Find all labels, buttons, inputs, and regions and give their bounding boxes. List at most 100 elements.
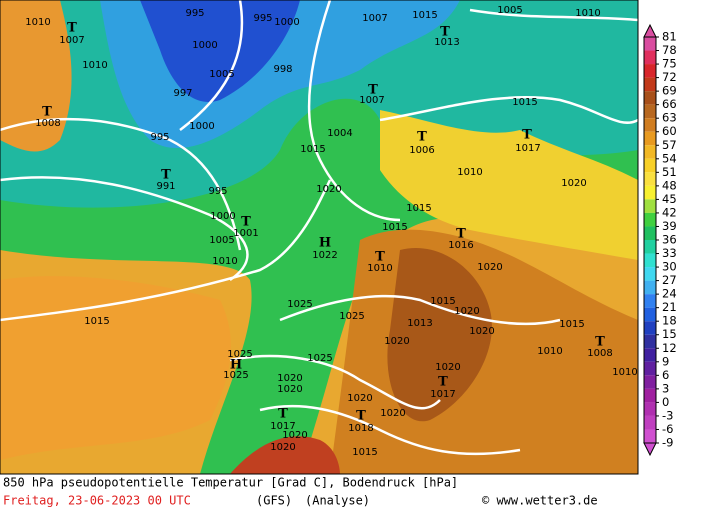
isobar-label: 1015 [559, 319, 584, 330]
colorbar-segment [644, 253, 656, 268]
isobar-label: 1005 [209, 69, 234, 80]
isobar-label: 1017 [430, 389, 455, 400]
colorbar-tick-label: 48 [662, 178, 677, 192]
colorbar-segment [644, 240, 656, 254]
isobar-label: 1013 [407, 318, 432, 329]
pressure-center: T [595, 335, 605, 350]
colorbar-segment [644, 158, 656, 173]
colorbar-tick-label: -3 [662, 408, 673, 422]
isobar-label: 1007 [359, 95, 384, 106]
isobar-label: 1000 [192, 40, 217, 51]
isobar-label: 1000 [274, 17, 299, 28]
footer-model: (GFS) [256, 494, 292, 508]
isobar-label: 1007 [362, 13, 387, 24]
footer-run: (Analyse) [305, 494, 370, 508]
pressure-center: H [230, 358, 242, 373]
isobar-label: 1006 [409, 145, 434, 156]
colorbar-segment [644, 131, 656, 146]
colorbar-segment [644, 37, 656, 51]
colorbar-segment [644, 307, 656, 322]
isobar-label: 1020 [469, 326, 494, 337]
colorbar-tick-label: 15 [662, 327, 677, 341]
pressure-center: T [440, 25, 450, 40]
colorbar-tick-label: 69 [662, 84, 677, 98]
isobar-label: 1020 [270, 442, 295, 453]
colorbar-segment [644, 402, 656, 416]
colorbar-segment [644, 321, 656, 335]
pressure-center: T [278, 407, 288, 422]
colorbar-segment [644, 212, 656, 227]
colorbar-arrow-top [643, 23, 657, 38]
colorbar-tick-label: 0 [662, 395, 669, 409]
colorbar-tick-label: 60 [662, 124, 677, 138]
footer-credit: © www.wetter3.de [482, 494, 598, 508]
isobar-label: 1010 [575, 8, 600, 19]
colorbar-tick-label: 81 [662, 30, 677, 44]
isobar-label: 997 [173, 88, 192, 99]
colorbar-segment [644, 267, 656, 281]
colorbar-segment [644, 91, 656, 105]
isobar-label: 1020 [316, 184, 341, 195]
colorbar-segment [644, 334, 656, 349]
isobar-label: 1015 [412, 10, 437, 21]
isobar-label: 1010 [82, 60, 107, 71]
pressure-center: T [161, 168, 171, 183]
colorbar-segment [644, 361, 656, 376]
isobar-label: 1000 [189, 121, 214, 132]
pressure-center: T [438, 375, 448, 390]
colorbar-segment [644, 388, 656, 403]
isobar-label: 1008 [587, 348, 612, 359]
isobar-label: 1015 [430, 296, 455, 307]
colorbar-tick-label: 72 [662, 70, 677, 84]
isobar-label: 1025 [227, 349, 252, 360]
pressure-center: T [42, 105, 52, 120]
colorbar-segment [644, 348, 656, 362]
isobar-label: 1020 [380, 408, 405, 419]
colorbar-segment [644, 226, 656, 240]
colorbar-segment [644, 172, 656, 186]
colorbar-tick-label: 78 [662, 43, 677, 57]
isobar-label: 1017 [270, 421, 295, 432]
isobar-label: 1004 [327, 128, 352, 139]
colorbar-tick-label: 51 [662, 165, 677, 179]
colorbar-tick-label: 21 [662, 300, 677, 314]
isobar-label: 1010 [367, 263, 392, 274]
colorbar-tick-label: 3 [662, 381, 669, 395]
isobar-label: 1010 [457, 167, 482, 178]
pressure-center: T [241, 215, 251, 230]
isobar-label: 1008 [35, 118, 60, 129]
colorbar-tick-label: 30 [662, 260, 677, 274]
colorbar-segment [644, 199, 656, 213]
colorbar-segment [644, 145, 656, 159]
colorbar-tick-label: 36 [662, 233, 677, 247]
isobar-label: 1010 [612, 367, 637, 378]
colorbar-tick-label: 45 [662, 192, 677, 206]
isobar-label: 1020 [277, 373, 302, 384]
isobar-label: 1007 [59, 35, 84, 46]
isobar-label: 1016 [448, 240, 473, 251]
colorbar-tick-label: 63 [662, 111, 677, 125]
isobar-label: 1015 [406, 203, 431, 214]
footer-date: Freitag, 23-06-2023 00 UTC [3, 494, 191, 508]
colorbar-tick-label: 39 [662, 219, 677, 233]
isobar-label: 1015 [84, 316, 109, 327]
colorbar-tick-label: 24 [662, 287, 677, 301]
isobar-label: 1015 [512, 97, 537, 108]
isobar-label: 995 [208, 186, 227, 197]
isobar-label: 991 [156, 181, 175, 192]
colorbar-tick-label: 12 [662, 341, 677, 355]
isobar-label: 1017 [515, 143, 540, 154]
colorbar-tick-label: 18 [662, 314, 677, 328]
map-field [0, 0, 638, 474]
pressure-center: T [375, 250, 385, 265]
isobar-label: 1022 [312, 250, 337, 261]
isobar-label: 1020 [435, 362, 460, 373]
isobar-label: 1010 [25, 17, 50, 28]
isobar-label: 1015 [382, 222, 407, 233]
pressure-center: T [456, 227, 466, 242]
colorbar-tick-label: 54 [662, 151, 677, 165]
colorbar-tick-label: 33 [662, 246, 677, 260]
colorbar-segment [644, 118, 656, 132]
